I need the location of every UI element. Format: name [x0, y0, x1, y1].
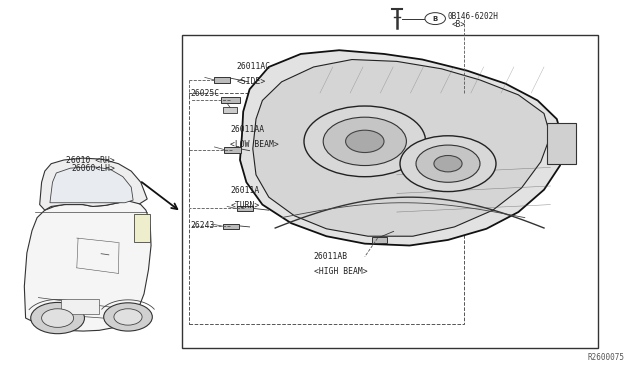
Polygon shape	[240, 50, 563, 246]
Polygon shape	[40, 158, 147, 210]
Circle shape	[323, 117, 406, 166]
Circle shape	[434, 155, 462, 172]
Text: 0B146-6202H: 0B146-6202H	[448, 12, 499, 21]
Polygon shape	[253, 60, 550, 236]
Circle shape	[400, 136, 496, 192]
Circle shape	[425, 13, 445, 25]
Bar	[221, 97, 240, 103]
Text: B: B	[433, 16, 438, 22]
Circle shape	[42, 309, 74, 327]
Text: 26011AA: 26011AA	[230, 125, 264, 134]
Text: <TURN>: <TURN>	[230, 201, 260, 210]
Text: 26011AC: 26011AC	[237, 62, 271, 71]
Text: 26010 <RH>: 26010 <RH>	[67, 156, 115, 165]
Bar	[214, 77, 230, 83]
Text: R2600075: R2600075	[587, 353, 624, 362]
Polygon shape	[24, 200, 151, 331]
Bar	[134, 214, 150, 242]
Text: <LOW BEAM>: <LOW BEAM>	[230, 140, 279, 149]
Text: <HIGH BEAM>: <HIGH BEAM>	[314, 267, 367, 276]
Circle shape	[104, 303, 152, 331]
Text: 26243: 26243	[191, 221, 215, 230]
Circle shape	[304, 106, 426, 177]
Text: 26025C: 26025C	[191, 89, 220, 98]
Text: 26060<LH>: 26060<LH>	[71, 164, 115, 173]
Bar	[223, 224, 239, 229]
Bar	[223, 107, 237, 113]
Circle shape	[31, 302, 84, 334]
Circle shape	[346, 130, 384, 153]
Bar	[547, 123, 576, 164]
Bar	[61, 299, 99, 314]
Text: <B>: <B>	[451, 20, 465, 29]
Bar	[189, 93, 464, 324]
Bar	[237, 206, 253, 211]
Bar	[182, 35, 598, 348]
Polygon shape	[50, 167, 133, 203]
Text: 26011AB: 26011AB	[314, 252, 348, 261]
Bar	[372, 237, 387, 243]
Circle shape	[114, 309, 142, 325]
Circle shape	[416, 145, 480, 182]
Text: 26011A: 26011A	[230, 186, 260, 195]
Bar	[224, 147, 241, 153]
Text: <SIDE>: <SIDE>	[237, 77, 266, 86]
